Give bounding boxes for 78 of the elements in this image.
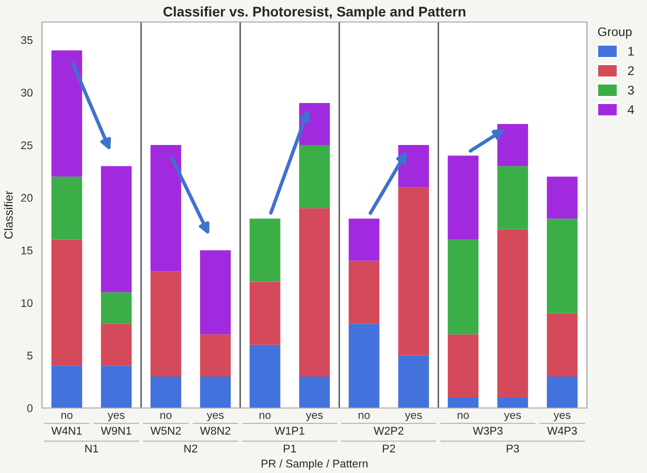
- y-tick-label: 10: [21, 299, 33, 307]
- text: W9N1: [100, 426, 132, 435]
- text: W1P1: [274, 426, 304, 435]
- text: W2P2: [374, 426, 404, 435]
- y-tick-label: 5: [27, 352, 33, 360]
- bar: [100, 366, 132, 408]
- bar: [200, 376, 231, 408]
- text: W8N2: [200, 426, 230, 435]
- legend-label: 4: [628, 105, 634, 114]
- y-tick-label: 20: [21, 194, 33, 202]
- bar: [299, 145, 330, 208]
- bar: [546, 218, 578, 314]
- x-axis-title: PR / Sample / Pattern: [262, 459, 368, 470]
- text: P2: [382, 444, 396, 452]
- bar: [51, 366, 82, 408]
- bar: [398, 187, 429, 356]
- bar: [497, 166, 528, 230]
- bar: [348, 260, 380, 324]
- x-tick-label: no: [358, 412, 370, 419]
- text: W5N2: [150, 426, 181, 435]
- legend-label: 3: [628, 86, 634, 95]
- x-tick-label: yes: [108, 412, 125, 422]
- text: W4P3: [547, 426, 577, 435]
- bar: [299, 208, 330, 376]
- legend-label: 2: [628, 66, 634, 75]
- bar: [200, 334, 231, 376]
- text: N1: [85, 444, 98, 452]
- bar: [250, 282, 280, 345]
- bar: [51, 176, 82, 240]
- bar: [546, 313, 578, 376]
- bar: [150, 271, 182, 376]
- bar: [448, 240, 478, 334]
- x-tick-label: yes: [554, 412, 570, 422]
- bar: [497, 124, 528, 166]
- bar: [546, 376, 578, 408]
- bar: [497, 229, 528, 398]
- bar: [348, 218, 380, 261]
- text: W4N1: [51, 426, 82, 435]
- bar: [546, 176, 578, 219]
- bar: [348, 324, 380, 408]
- x-tick-label: yes: [404, 412, 422, 422]
- bar: [100, 166, 132, 292]
- x-tick-label: yes: [206, 412, 224, 422]
- x-tick-label: no: [61, 412, 72, 419]
- bar: [448, 156, 478, 240]
- bar: [250, 218, 280, 282]
- y-tick-label: 0: [27, 404, 33, 412]
- y-tick-label: 25: [21, 141, 33, 150]
- text: P1: [284, 444, 296, 452]
- x-tick-label: no: [160, 412, 172, 419]
- x-tick-label: yes: [504, 412, 521, 422]
- chart-title: Classifier vs. Photoresist, Sample and Pattern: [163, 6, 466, 20]
- text: W3P3: [472, 426, 503, 435]
- bar: [51, 50, 82, 177]
- text: P3: [506, 444, 519, 452]
- bar: [150, 145, 182, 272]
- y-tick-label: 15: [21, 246, 33, 254]
- x-tick-label: yes: [306, 412, 323, 422]
- bar: [448, 397, 478, 408]
- bar: [398, 145, 429, 188]
- x-tick-label: no: [458, 412, 469, 419]
- y-tick-label: 30: [21, 88, 33, 97]
- bar: [100, 292, 132, 324]
- bar: [51, 240, 82, 366]
- bar: [299, 376, 330, 408]
- bar: [398, 355, 429, 408]
- bar: [448, 334, 478, 398]
- bar: [100, 324, 132, 366]
- text: N2: [184, 444, 198, 452]
- x-tick-label: no: [260, 412, 271, 419]
- legend-title: Group: [598, 27, 632, 39]
- y-axis-title: Classifier: [4, 190, 13, 239]
- bar: [497, 397, 528, 408]
- bar: [150, 376, 182, 408]
- legend-label: 1: [628, 46, 634, 56]
- bar: [200, 250, 231, 334]
- bar: [250, 344, 280, 408]
- y-tick-label: 35: [21, 36, 33, 44]
